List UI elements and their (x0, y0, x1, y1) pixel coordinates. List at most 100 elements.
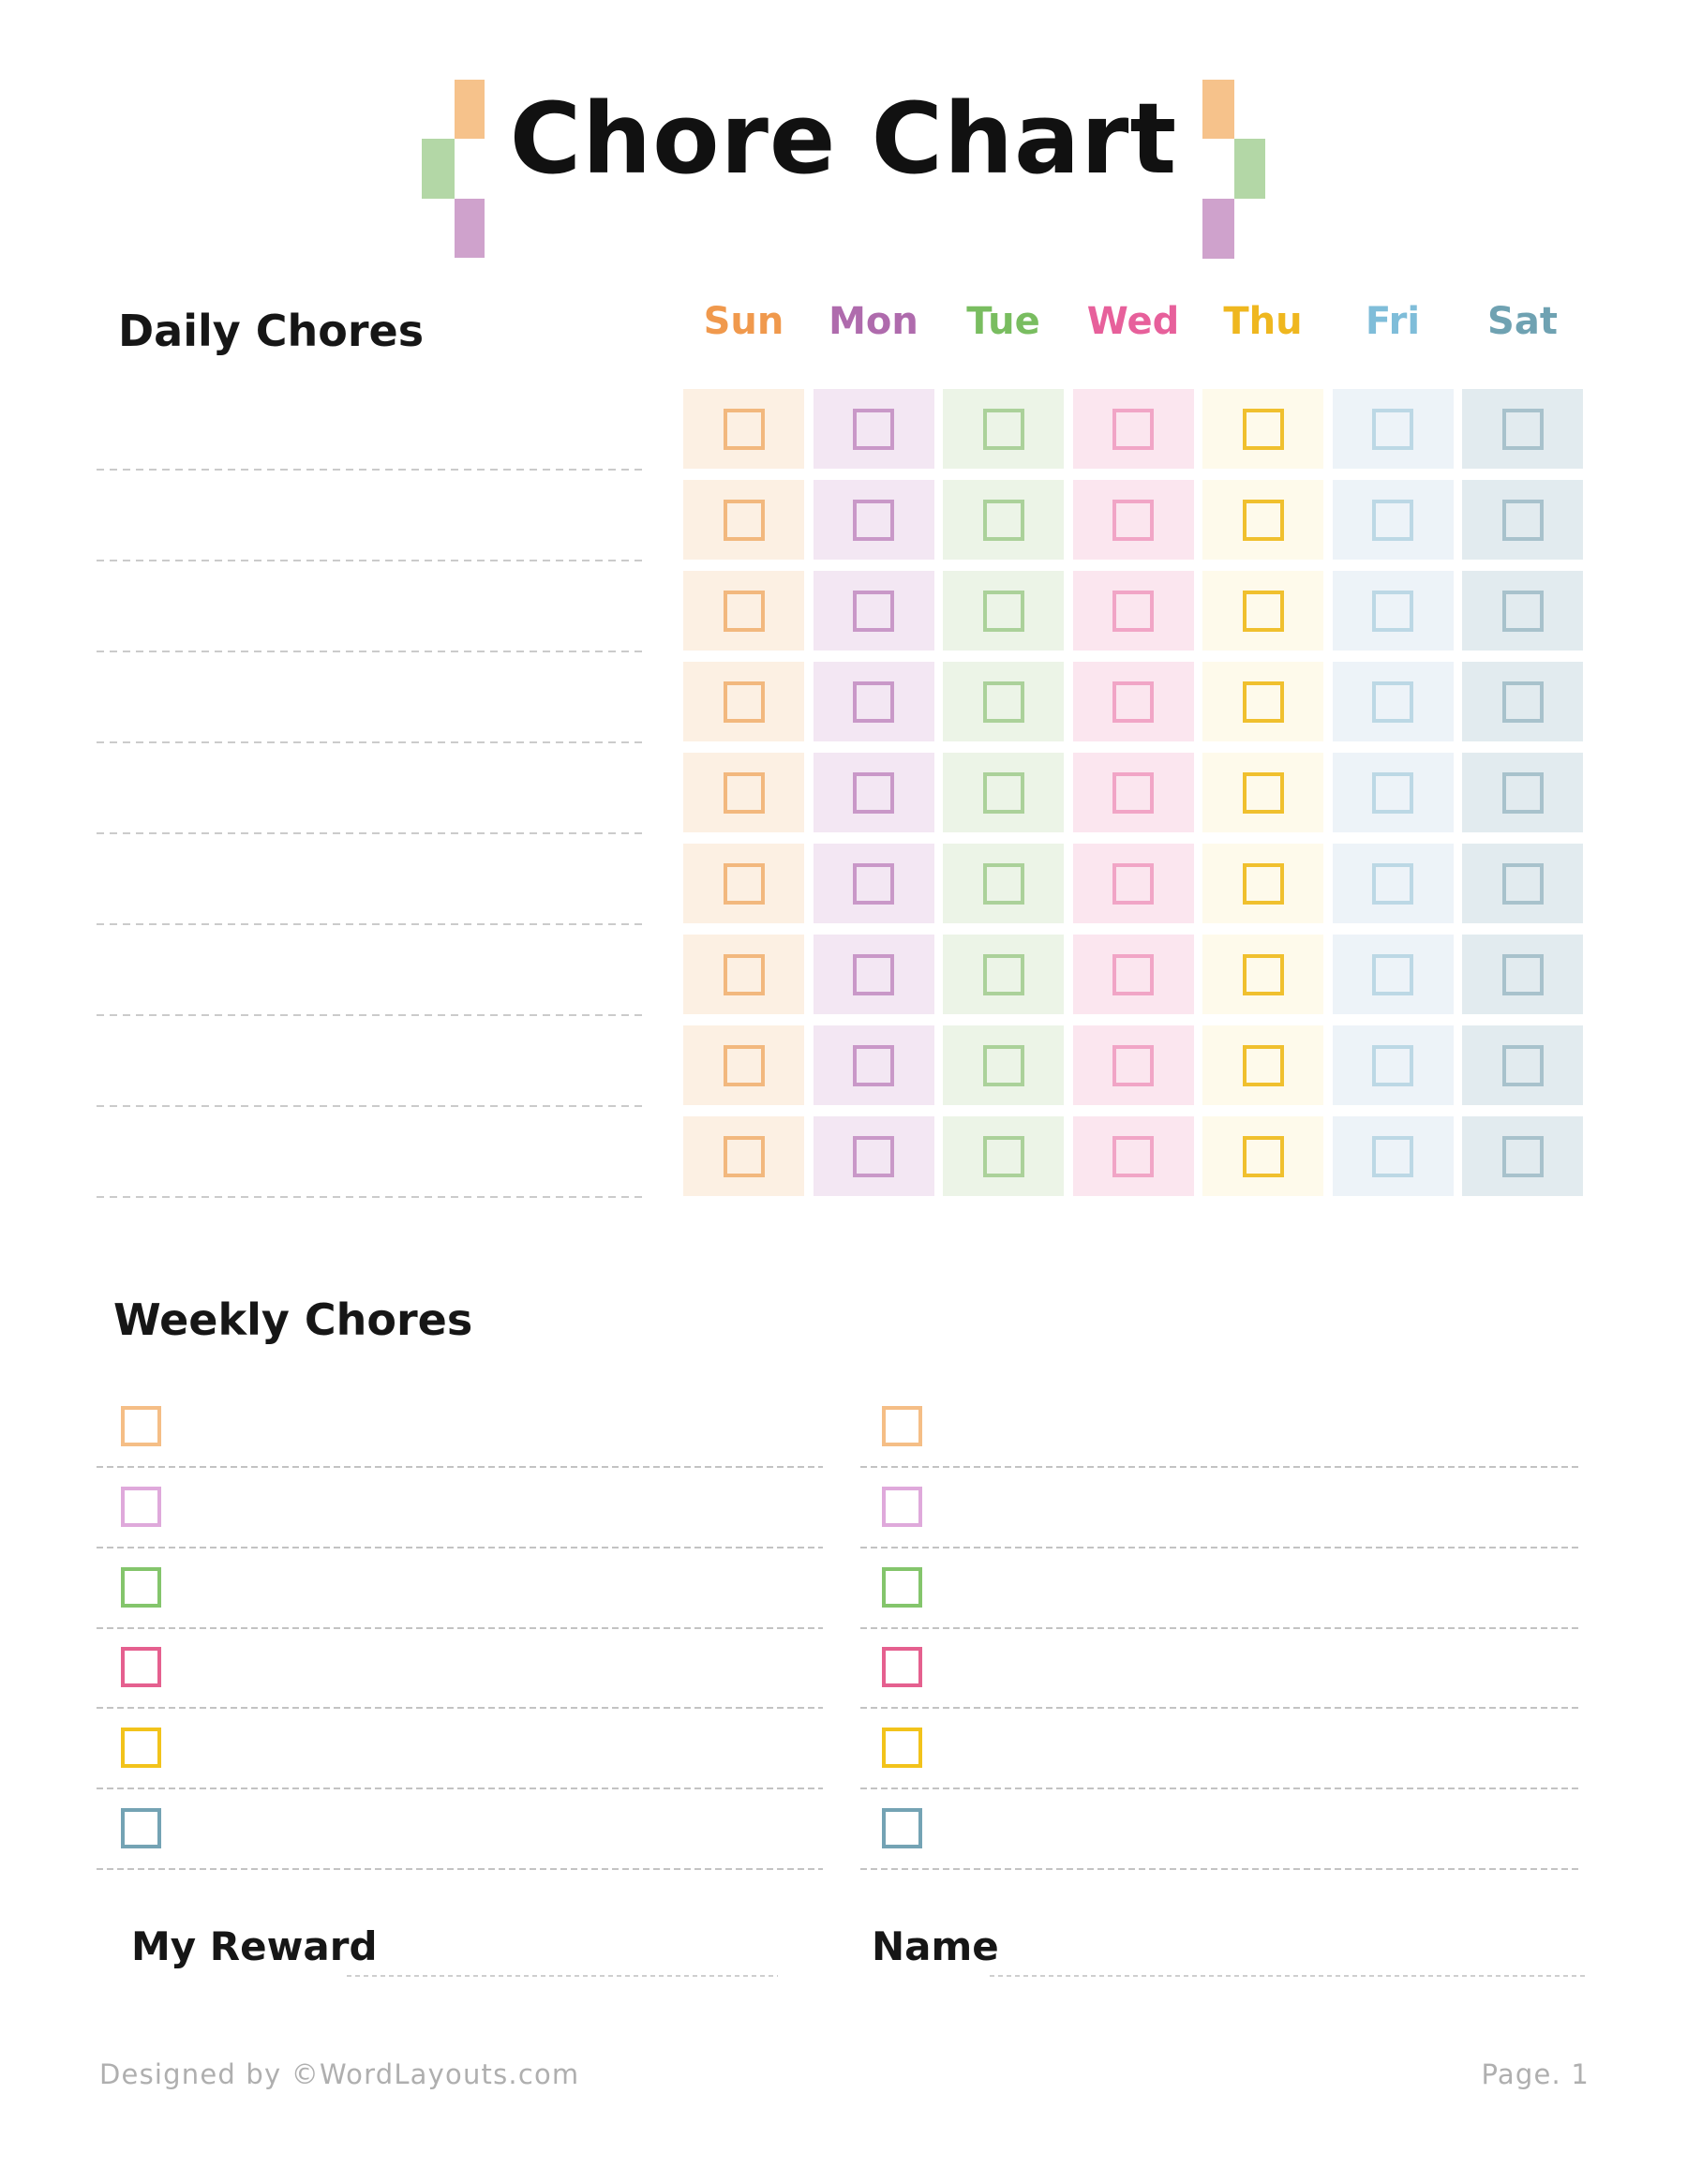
daily-chore-line-4[interactable] (97, 741, 646, 743)
weekly-chore-line-col1-item4[interactable] (97, 1707, 823, 1710)
daily-checkbox-mon-row3[interactable] (853, 590, 894, 632)
weekly-checkbox-col2-item3[interactable] (882, 1566, 922, 1608)
daily-checkbox-thu-row5[interactable] (1242, 771, 1284, 814)
weekly-chore-line-col1-item5[interactable] (97, 1788, 823, 1790)
daily-checkbox-tue-row4[interactable] (982, 681, 1024, 723)
daily-chore-line-6[interactable] (97, 923, 646, 925)
daily-checkbox-tue-row5[interactable] (982, 771, 1024, 814)
daily-checkbox-thu-row9[interactable] (1242, 1135, 1284, 1177)
daily-cell-sat-row2 (1462, 480, 1583, 560)
daily-checkbox-sat-row7[interactable] (1501, 953, 1544, 995)
daily-checkbox-tue-row6[interactable] (982, 862, 1024, 905)
weekly-chore-line-col2-item2[interactable] (860, 1546, 1581, 1548)
weekly-checkbox-col1-item4[interactable] (121, 1647, 161, 1688)
daily-checkbox-tue-row7[interactable] (982, 953, 1024, 995)
daily-checkbox-sat-row2[interactable] (1501, 499, 1544, 541)
daily-chore-line-7[interactable] (97, 1014, 646, 1016)
my-reward-input-line[interactable] (347, 1975, 778, 1977)
daily-checkbox-mon-row6[interactable] (853, 862, 894, 905)
weekly-checkbox-col1-item5[interactable] (121, 1728, 161, 1769)
daily-checkbox-wed-row3[interactable] (1112, 590, 1154, 632)
daily-chore-line-1[interactable] (97, 469, 646, 471)
weekly-chore-line-col2-item3[interactable] (860, 1626, 1581, 1629)
weekly-checkbox-col1-item1[interactable] (121, 1406, 161, 1446)
weekly-checkbox-col1-item2[interactable] (121, 1486, 161, 1527)
daily-checkbox-sat-row9[interactable] (1501, 1135, 1544, 1177)
weekly-chore-line-col2-item6[interactable] (860, 1868, 1581, 1870)
name-input-line[interactable] (990, 1975, 1587, 1977)
weekly-checkbox-col1-item3[interactable] (121, 1566, 161, 1608)
daily-checkbox-sat-row4[interactable] (1501, 681, 1544, 723)
daily-checkbox-thu-row3[interactable] (1242, 590, 1284, 632)
daily-checkbox-sat-row5[interactable] (1501, 771, 1544, 814)
daily-checkbox-sun-row9[interactable] (723, 1135, 765, 1177)
weekly-chore-line-col1-item1[interactable] (97, 1466, 823, 1468)
daily-checkbox-fri-row3[interactable] (1372, 590, 1413, 632)
weekly-chore-line-col1-item3[interactable] (97, 1626, 823, 1629)
daily-checkbox-thu-row1[interactable] (1242, 408, 1284, 450)
daily-checkbox-sat-row6[interactable] (1501, 862, 1544, 905)
daily-checkbox-sun-row2[interactable] (723, 499, 765, 541)
daily-checkbox-sun-row7[interactable] (723, 953, 765, 995)
weekly-checkbox-col2-item2[interactable] (882, 1486, 922, 1527)
daily-checkbox-wed-row1[interactable] (1112, 408, 1154, 450)
daily-checkbox-sun-row1[interactable] (723, 408, 765, 450)
weekly-chore-line-col2-item1[interactable] (860, 1466, 1581, 1468)
daily-checkbox-sun-row5[interactable] (723, 771, 765, 814)
daily-checkbox-thu-row8[interactable] (1242, 1044, 1284, 1086)
weekly-chore-line-col2-item5[interactable] (860, 1788, 1581, 1790)
daily-checkbox-thu-row2[interactable] (1242, 499, 1284, 541)
daily-checkbox-fri-row1[interactable] (1372, 408, 1413, 450)
daily-checkbox-sat-row1[interactable] (1501, 408, 1544, 450)
daily-checkbox-fri-row9[interactable] (1372, 1135, 1413, 1177)
daily-checkbox-mon-row4[interactable] (853, 681, 894, 723)
daily-checkbox-fri-row5[interactable] (1372, 771, 1413, 814)
daily-checkbox-wed-row5[interactable] (1112, 771, 1154, 814)
daily-checkbox-mon-row2[interactable] (853, 499, 894, 541)
daily-checkbox-thu-row4[interactable] (1242, 681, 1284, 723)
daily-checkbox-tue-row1[interactable] (982, 408, 1024, 450)
daily-checkbox-sat-row8[interactable] (1501, 1044, 1544, 1086)
weekly-chore-line-col1-item6[interactable] (97, 1868, 823, 1870)
daily-checkbox-wed-row7[interactable] (1112, 953, 1154, 995)
daily-checkbox-fri-row7[interactable] (1372, 953, 1413, 995)
daily-checkbox-mon-row8[interactable] (853, 1044, 894, 1086)
day-label-mon: Mon (829, 300, 918, 343)
daily-chore-line-5[interactable] (97, 832, 646, 834)
daily-checkbox-sun-row3[interactable] (723, 590, 765, 632)
daily-checkbox-wed-row2[interactable] (1112, 499, 1154, 541)
daily-checkbox-fri-row4[interactable] (1372, 681, 1413, 723)
daily-checkbox-sat-row3[interactable] (1501, 590, 1544, 632)
daily-checkbox-mon-row1[interactable] (853, 408, 894, 450)
daily-chore-line-2[interactable] (97, 560, 646, 561)
weekly-chore-line-col1-item2[interactable] (97, 1546, 823, 1548)
daily-checkbox-wed-row4[interactable] (1112, 681, 1154, 723)
daily-checkbox-wed-row9[interactable] (1112, 1135, 1154, 1177)
weekly-checkbox-col2-item4[interactable] (882, 1647, 922, 1688)
weekly-checkbox-col1-item6[interactable] (121, 1808, 161, 1848)
daily-checkbox-tue-row3[interactable] (982, 590, 1024, 632)
daily-chore-line-9[interactable] (97, 1196, 646, 1198)
daily-checkbox-wed-row6[interactable] (1112, 862, 1154, 905)
daily-checkbox-wed-row8[interactable] (1112, 1044, 1154, 1086)
daily-checkbox-tue-row2[interactable] (982, 499, 1024, 541)
daily-checkbox-fri-row6[interactable] (1372, 862, 1413, 905)
daily-checkbox-fri-row2[interactable] (1372, 499, 1413, 541)
daily-checkbox-sun-row8[interactable] (723, 1044, 765, 1086)
daily-checkbox-sun-row4[interactable] (723, 681, 765, 723)
daily-checkbox-mon-row5[interactable] (853, 771, 894, 814)
weekly-checkbox-col2-item1[interactable] (882, 1406, 922, 1446)
daily-checkbox-thu-row6[interactable] (1242, 862, 1284, 905)
weekly-checkbox-col2-item5[interactable] (882, 1728, 922, 1769)
daily-chore-line-8[interactable] (97, 1105, 646, 1107)
daily-checkbox-sun-row6[interactable] (723, 862, 765, 905)
weekly-checkbox-col2-item6[interactable] (882, 1808, 922, 1848)
weekly-chore-line-col2-item4[interactable] (860, 1707, 1581, 1710)
daily-checkbox-tue-row9[interactable] (982, 1135, 1024, 1177)
daily-checkbox-mon-row9[interactable] (853, 1135, 894, 1177)
daily-checkbox-tue-row8[interactable] (982, 1044, 1024, 1086)
daily-checkbox-thu-row7[interactable] (1242, 953, 1284, 995)
daily-chore-line-3[interactable] (97, 651, 646, 652)
daily-checkbox-fri-row8[interactable] (1372, 1044, 1413, 1086)
daily-checkbox-mon-row7[interactable] (853, 953, 894, 995)
